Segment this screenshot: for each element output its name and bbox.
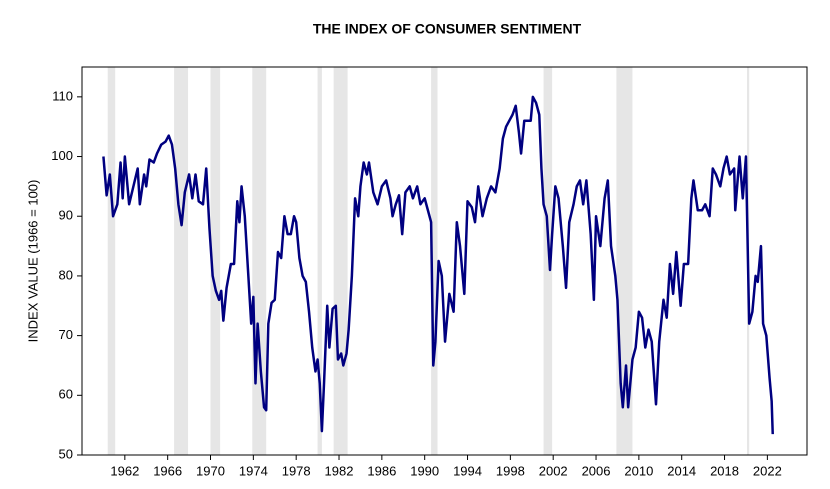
y-tick-label: 80 bbox=[59, 267, 73, 282]
recession-band bbox=[174, 67, 189, 455]
recession-band bbox=[317, 67, 322, 455]
x-tick-label: 1974 bbox=[239, 463, 268, 478]
x-tick-label: 2014 bbox=[667, 463, 696, 478]
recession-band bbox=[107, 67, 116, 455]
x-tick-label: 2022 bbox=[753, 463, 782, 478]
x-tick-label: 2010 bbox=[624, 463, 653, 478]
recession-band bbox=[210, 67, 221, 455]
x-tick-label: 1986 bbox=[367, 463, 396, 478]
x-tick-label: 2018 bbox=[710, 463, 739, 478]
index-line bbox=[102, 95, 774, 435]
x-tick-label: 1990 bbox=[410, 463, 439, 478]
x-tick-label: 1982 bbox=[325, 463, 354, 478]
x-tick-label: 1966 bbox=[153, 463, 182, 478]
y-tick-label: 90 bbox=[59, 208, 73, 223]
x-tick-label: 1978 bbox=[282, 463, 311, 478]
y-tick-label: 50 bbox=[59, 446, 73, 461]
y-tick-label: 110 bbox=[52, 88, 73, 103]
chart-title: THE INDEX OF CONSUMER SENTIMENT bbox=[313, 21, 582, 37]
x-tick-label: 1962 bbox=[110, 463, 139, 478]
x-tick-label: 2006 bbox=[582, 463, 611, 478]
y-tick-label: 100 bbox=[51, 148, 73, 163]
x-tick-label: 1994 bbox=[453, 463, 482, 478]
recession-band bbox=[333, 67, 348, 455]
recession-band bbox=[543, 67, 553, 455]
y-axis-label: INDEX VALUE (1966 = 100) bbox=[25, 180, 40, 343]
x-tick-label: 2002 bbox=[539, 463, 568, 478]
y-tick-label: 60 bbox=[59, 387, 73, 402]
plot-frame bbox=[81, 66, 808, 456]
recession-band bbox=[431, 67, 438, 455]
x-tick-label: 1998 bbox=[496, 463, 525, 478]
x-tick-label: 1970 bbox=[196, 463, 225, 478]
y-tick-label: 70 bbox=[59, 327, 73, 342]
